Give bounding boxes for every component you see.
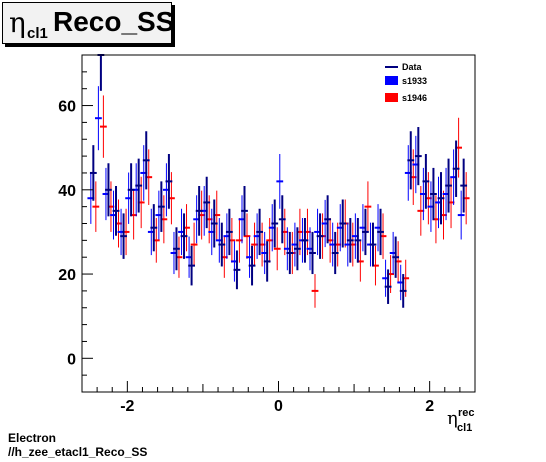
legend-label-data: Data xyxy=(402,62,423,72)
data-point-data-34 xyxy=(346,218,354,263)
data-point-data-17 xyxy=(218,222,226,267)
footer-label-histogram-path: //h_zee_etacl1_Reco_SS xyxy=(8,445,148,459)
data-point-data-23 xyxy=(263,241,271,282)
data-point-data-16 xyxy=(210,199,218,248)
y-tick-label: 60 xyxy=(58,99,76,116)
data-points-layer xyxy=(87,54,470,308)
data-point-data-11 xyxy=(173,227,180,271)
title-subscript: cl1 xyxy=(27,25,48,42)
data-point-data-8 xyxy=(150,204,158,252)
data-point-data-41 xyxy=(399,274,407,308)
data-point-data-13 xyxy=(188,245,195,286)
histogram-title-box: η cl1 Reco_SS xyxy=(2,2,175,44)
data-point-data-42 xyxy=(407,131,415,190)
data-point-data-6 xyxy=(135,158,143,213)
title-text: Reco_SS xyxy=(53,6,175,37)
data-point-s1946-1 xyxy=(99,95,107,158)
data-point-data-49 xyxy=(460,158,468,213)
data-point-data-26 xyxy=(286,231,294,275)
data-point-s1933-1 xyxy=(94,86,102,151)
y-tick-label: 0 xyxy=(67,351,76,368)
data-point-data-9 xyxy=(157,181,165,232)
title-eta-symbol: η xyxy=(9,6,26,39)
x-axis-title-sub: cl1 xyxy=(457,422,472,434)
data-point-data-18 xyxy=(225,208,233,256)
data-point-data-22 xyxy=(256,208,264,256)
data-point-data-21 xyxy=(248,245,256,286)
y-tick-label: 40 xyxy=(58,183,76,200)
x-tick-label: 2 xyxy=(425,398,434,415)
data-point-data-3 xyxy=(112,186,120,236)
data-point-data-24 xyxy=(271,199,279,248)
data-point-s1946-0 xyxy=(92,181,100,232)
data-point-data-35 xyxy=(354,218,362,263)
data-point-data-38 xyxy=(377,208,384,256)
x-tick-label: 0 xyxy=(274,398,283,415)
x-axis-title-eta: η xyxy=(447,408,458,429)
legend-s1946-swatch xyxy=(385,93,398,102)
data-point-data-4 xyxy=(120,213,127,259)
data-point-data-43 xyxy=(414,127,422,186)
footer-label-electron: Electron xyxy=(8,431,57,445)
data-point-data-25 xyxy=(278,195,286,244)
data-point-data-1 xyxy=(97,54,105,91)
legend-label-s1933: s1933 xyxy=(402,76,427,86)
data-point-data-37 xyxy=(369,222,377,267)
data-point-data-28 xyxy=(301,218,309,263)
data-point-data-30 xyxy=(316,213,324,259)
data-point-data-47 xyxy=(445,158,452,213)
legend-label-s1946: s1946 xyxy=(402,93,427,103)
data-point-data-20 xyxy=(241,186,248,236)
data-point-s1946-24 xyxy=(273,227,281,271)
data-point-data-15 xyxy=(203,176,211,229)
data-point-data-10 xyxy=(165,153,173,209)
axes-layer: 0 20 40 60 -2 0 2 xyxy=(58,54,476,415)
data-point-data-0 xyxy=(89,145,97,201)
data-point-data-7 xyxy=(142,131,150,190)
legend: Data s1933 s1946 xyxy=(385,62,427,103)
data-point-data-14 xyxy=(195,186,203,236)
data-point-s1946-29 xyxy=(311,274,319,308)
x-tick-label: -2 xyxy=(120,398,134,415)
data-point-data-39 xyxy=(384,269,392,304)
data-point-s1933-25 xyxy=(276,153,284,209)
data-point-data-27 xyxy=(293,227,301,271)
data-point-s1933-49 xyxy=(457,190,465,240)
data-point-data-36 xyxy=(362,208,369,256)
data-point-s1946-13 xyxy=(190,222,198,267)
data-point-s1946-20 xyxy=(243,213,251,259)
y-tick-label: 20 xyxy=(58,267,76,284)
x-axis-title-sup: rec xyxy=(458,407,475,419)
data-point-data-29 xyxy=(309,231,316,275)
data-point-data-44 xyxy=(422,153,430,209)
data-point-data-45 xyxy=(430,167,437,221)
data-point-data-33 xyxy=(339,199,347,248)
data-point-data-48 xyxy=(452,140,460,197)
data-point-data-31 xyxy=(324,195,332,244)
data-point-data-32 xyxy=(331,231,339,275)
data-point-data-19 xyxy=(233,250,241,290)
data-point-data-12 xyxy=(180,213,188,259)
data-point-data-40 xyxy=(392,236,400,278)
data-point-s1946-36 xyxy=(364,181,372,232)
legend-s1933-swatch xyxy=(385,76,398,85)
data-point-data-5 xyxy=(127,163,135,217)
data-point-data-46 xyxy=(437,172,445,225)
x-axis-title: η rec cl1 xyxy=(447,407,475,434)
data-point-data-2 xyxy=(105,163,112,217)
